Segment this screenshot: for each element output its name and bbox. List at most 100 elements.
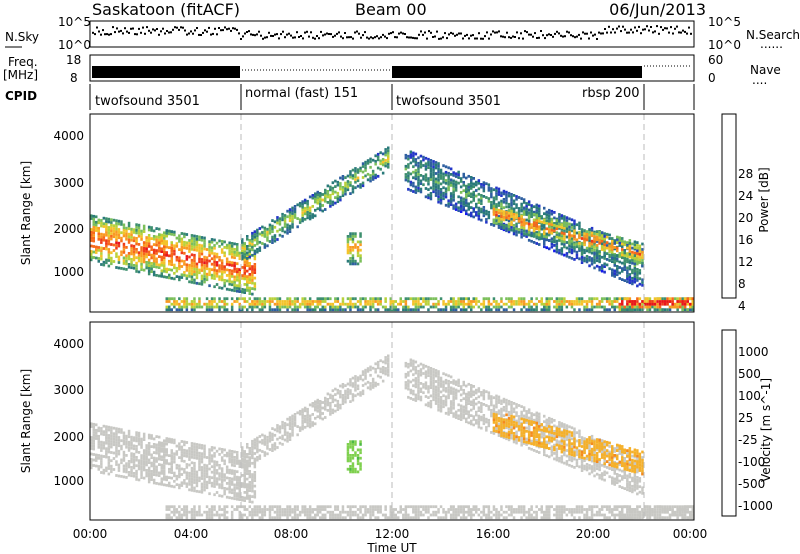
nsky-point — [212, 32, 214, 35]
power-cell — [349, 300, 352, 303]
power-cell — [485, 305, 488, 309]
velocity-cell — [522, 513, 526, 517]
power-cell — [173, 244, 176, 248]
velocity-cell — [543, 510, 546, 514]
power-cell — [472, 196, 475, 200]
nsky-point — [508, 36, 510, 39]
power-cell — [374, 297, 377, 301]
power-cell — [525, 204, 528, 208]
power-cell — [555, 235, 559, 239]
velocity-cell — [459, 505, 463, 509]
power-cell — [248, 278, 251, 282]
power-cell — [444, 192, 448, 196]
power-cell — [613, 261, 616, 264]
velocity-cell — [555, 513, 559, 517]
power-cell — [193, 302, 196, 306]
velocity-cell — [525, 516, 528, 520]
nsky-point — [334, 34, 336, 37]
power-cell — [122, 226, 126, 230]
velocity-cell — [178, 442, 181, 446]
power-cell — [354, 243, 357, 247]
velocity-cell — [442, 510, 445, 514]
velocity-cell — [173, 510, 176, 514]
power-cell — [558, 213, 561, 216]
velocity-cell — [236, 484, 239, 487]
velocity-cell — [268, 516, 272, 520]
power-cell — [588, 300, 591, 303]
velocity-cell — [122, 431, 126, 435]
velocity-cell — [251, 500, 254, 504]
power-cell — [180, 245, 184, 249]
power-cell — [638, 244, 642, 248]
power-cell — [107, 237, 111, 240]
power-cell — [570, 239, 574, 243]
power-cell — [623, 305, 626, 309]
velocity-cell — [477, 508, 481, 511]
power-cell — [402, 300, 405, 303]
power-cell — [553, 305, 556, 309]
power-cell — [583, 256, 586, 260]
nsky-point — [300, 35, 302, 37]
power-cell — [170, 249, 173, 253]
velocity-cell — [125, 445, 128, 449]
power-cell — [611, 271, 614, 274]
power-cell — [213, 266, 216, 269]
power-cell — [563, 297, 566, 301]
velocity-cell — [495, 516, 498, 520]
power-cell — [346, 182, 350, 186]
power-cell — [497, 222, 501, 226]
velocity-cell — [223, 473, 226, 477]
power-cell — [137, 251, 141, 255]
power-cell — [480, 196, 483, 200]
power-cell — [482, 184, 486, 187]
power-cell — [668, 297, 672, 301]
power-cell — [490, 302, 493, 306]
power-cell — [487, 199, 491, 203]
power-cell — [434, 188, 438, 192]
power-cell — [490, 206, 493, 210]
power-cell — [329, 302, 332, 306]
power-cell — [661, 297, 664, 301]
velocity-cell — [140, 446, 143, 449]
power-cell — [507, 305, 511, 309]
power-cell — [497, 219, 501, 223]
power-cell — [238, 282, 241, 285]
power-cell — [165, 270, 168, 274]
velocity-cell — [236, 495, 239, 498]
velocity-cell — [248, 486, 251, 490]
power-cell — [565, 305, 569, 309]
velocity-cell — [203, 488, 206, 492]
velocity-cell — [193, 450, 196, 454]
power-cell — [613, 264, 616, 267]
power-cell — [195, 262, 199, 266]
power-cell — [621, 302, 624, 306]
velocity-cell — [462, 505, 465, 509]
velocity-cell — [286, 513, 289, 517]
power-cell — [158, 241, 161, 245]
power-cell — [558, 236, 561, 240]
velocity-cell — [110, 470, 113, 474]
power-cell — [100, 252, 103, 255]
power-cell — [283, 300, 287, 303]
power-cell — [115, 224, 118, 228]
velocity-cell — [213, 476, 216, 480]
power-cell — [208, 240, 211, 244]
power-cell — [371, 175, 375, 179]
power-cell — [628, 300, 632, 303]
nsky-point — [124, 27, 126, 30]
power-cell — [195, 235, 199, 238]
power-cell — [492, 207, 496, 211]
power-cell — [198, 305, 201, 309]
power-cell — [480, 218, 483, 222]
power-cell — [248, 239, 251, 242]
nsky-point — [232, 27, 234, 30]
velocity-cell — [213, 482, 216, 486]
power-cell — [459, 207, 463, 211]
velocity-cell — [379, 510, 382, 514]
power-cell — [507, 191, 511, 195]
power-cell — [351, 305, 355, 309]
velocity-cell — [598, 508, 601, 511]
power-cell — [243, 291, 246, 294]
velocity-cell — [268, 510, 272, 514]
nsky-point — [310, 31, 312, 34]
